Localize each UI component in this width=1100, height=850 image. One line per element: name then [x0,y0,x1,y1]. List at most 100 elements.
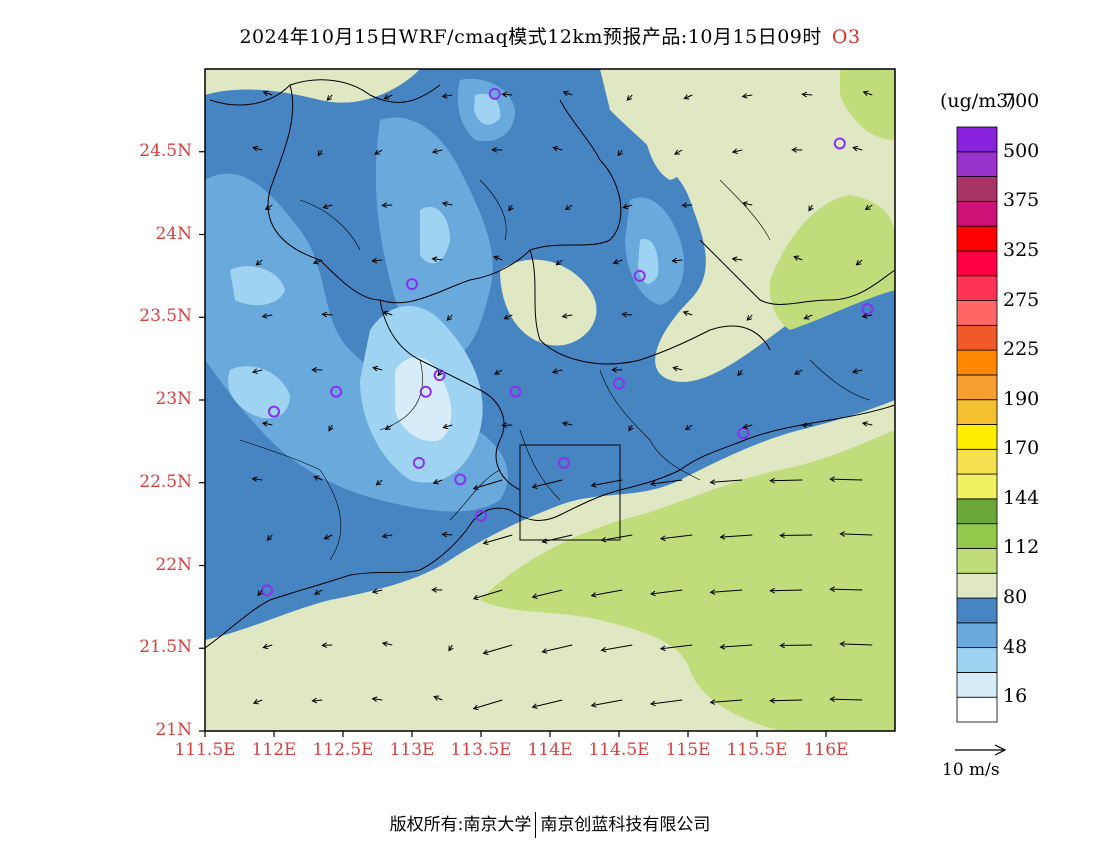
colorbar-segment [956,424,998,450]
colorbar-label: 700 [1003,90,1040,113]
wind-vector-head [862,90,869,97]
wind-vector-head [861,313,868,319]
colorbar-label: 144 [1003,486,1040,509]
wind-vector-head [431,587,437,593]
wind-vector [742,202,753,206]
station-marker [613,377,625,390]
wind-vector [384,94,393,100]
wind-vector-head [493,255,500,261]
lat-tick-label: 23N [155,389,192,409]
wind-vector [601,644,633,651]
wind-vector [552,369,563,373]
wind-vector-head [251,368,258,374]
wind-vector-head [829,586,835,593]
field-level-112 [480,430,895,731]
wind-vector-head [621,311,628,318]
wind-vector [262,314,273,318]
wind-vector [840,643,873,646]
wind-vector-head [317,150,323,157]
wind-vector-head [381,641,388,647]
wind-vector [473,699,503,710]
wind-vector [256,259,263,266]
wind-vector [804,314,813,320]
station-marker [412,456,425,469]
wind-vector [672,259,683,262]
colorbar-segment [956,597,998,624]
wind-vector-head [719,534,726,540]
station-marker [861,302,874,315]
wind-vector-head [531,483,538,489]
wind-vector [562,314,573,318]
colorbar-segment [956,548,998,574]
wind-vector-head [649,700,656,707]
wind-vector [433,479,443,484]
lon-tick-label: 112.5E [312,740,374,760]
wind-vector [326,94,333,101]
wind-vector-head [839,531,846,537]
colorbar-label: 190 [1003,387,1040,410]
field-level-80c [500,259,597,346]
wind-vector [862,422,873,426]
wind-vector-head [472,704,479,711]
wind-vector-head [321,311,328,318]
wind-vector [650,479,683,485]
wind-vector-head [322,203,329,210]
wind-vector-head [383,94,390,100]
wind-vector [742,94,753,98]
field-level-16d [420,206,450,264]
wind-vector-head [432,479,439,485]
wind-vector-head [252,145,259,152]
colorbar-segment [956,275,998,301]
wind-vector [591,589,623,597]
wind-vector [710,589,743,593]
wind-vector-head [433,695,440,701]
wind-vector [673,367,683,371]
wind-vector-head [384,424,391,431]
wind-vector [830,588,863,591]
wind-vector-head [266,535,273,541]
boundaries [205,79,895,649]
wind-vector-head [590,702,597,708]
wind-vector [322,313,333,316]
wind-vector [374,149,383,155]
wind-vector [324,534,333,540]
colorbar-label: 375 [1003,189,1040,212]
wind-vector [532,699,563,708]
wind-vector-head [829,476,835,483]
wind-vector-head [448,645,454,652]
field-level-0 [395,357,452,441]
colorbar-label: 80 [1003,586,1028,609]
wind-vector-head [472,484,479,491]
wind-vector-head [555,260,562,266]
station-marker [419,385,432,398]
colorbar-segment [956,696,998,723]
wind-vector-head [769,477,775,484]
wind-vector [660,534,693,540]
wind-vector-head [261,421,268,427]
lon-tick-label: 113.5E [450,740,512,760]
wind-vector-head [255,260,262,266]
wind-vector-head [472,594,479,601]
wind-vector [372,698,383,701]
wind-vector [313,476,323,481]
title-text: 2024年10月15日WRF/cmaq模式12km预报产品:10月15日09时 [239,26,822,48]
wind-vector-head [681,202,687,209]
coastal-box [519,444,621,541]
wind-vector [433,696,443,701]
wind-vector-head [312,259,319,265]
wind-vector [685,424,693,430]
wind-vector-head [264,204,271,211]
wind-vector-head [709,699,716,705]
wind-vector [710,699,743,703]
wind-vector [840,533,873,536]
wind-vector-head [741,201,748,207]
wind-vector [626,94,633,101]
field-level-16b [230,266,285,306]
colorbar-segment [956,448,998,475]
wind-vector-head [508,205,514,212]
wind-vector-head [262,90,269,97]
wind-vector-head [381,533,388,539]
wind-vector-head [541,648,548,654]
colorbar-label: 16 [1003,685,1028,708]
colorbar-segment [956,225,998,252]
